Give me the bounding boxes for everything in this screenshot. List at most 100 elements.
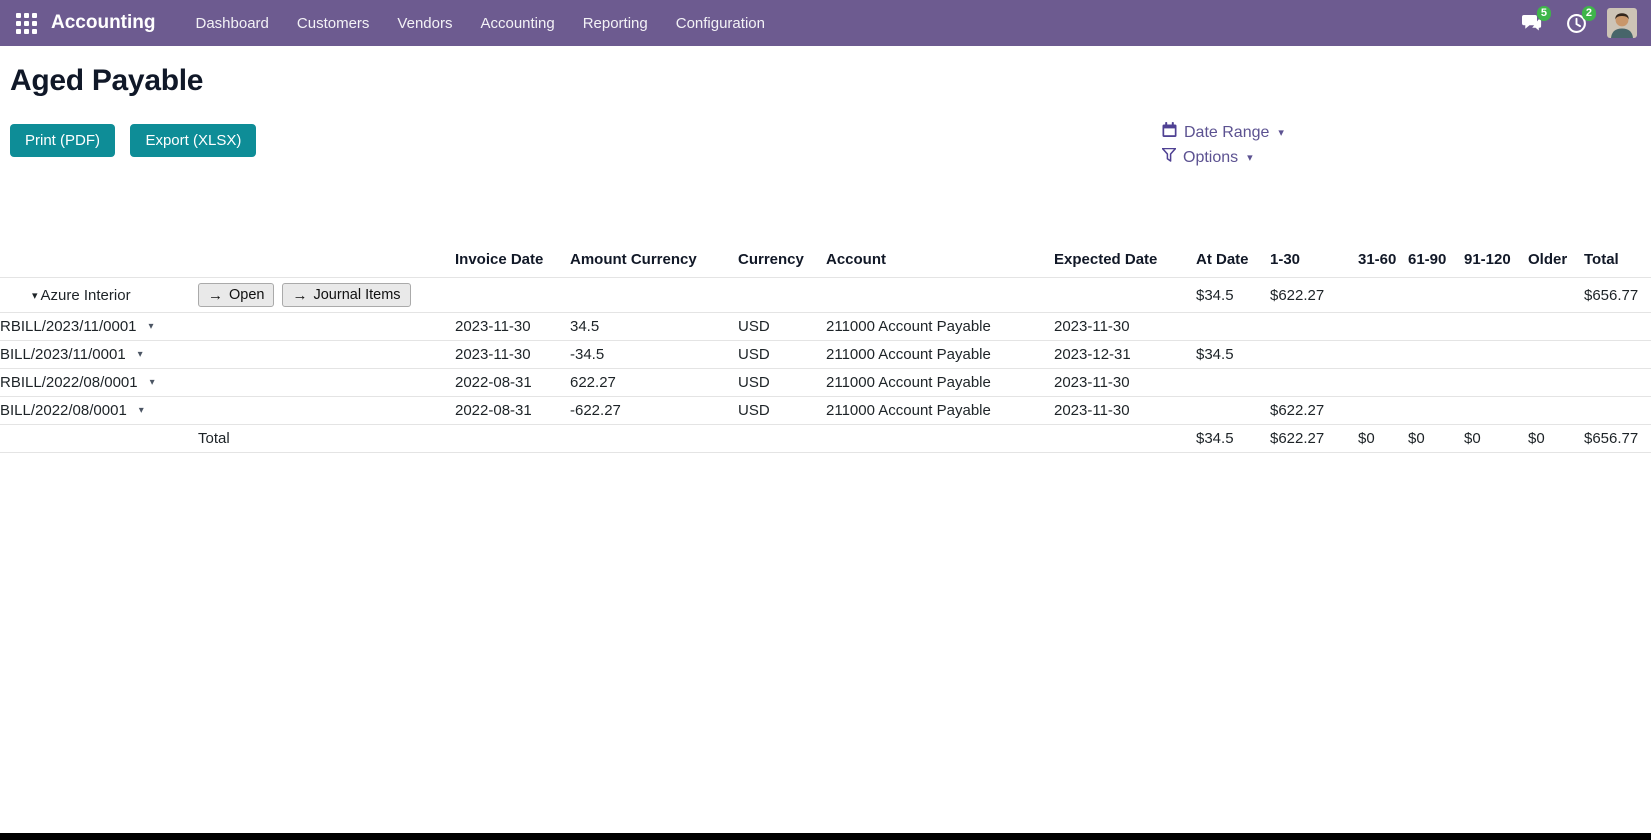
group-total: $656.77	[1584, 286, 1639, 304]
cell-1-30	[1270, 313, 1358, 341]
cell-total	[1584, 369, 1651, 397]
messages-icon[interactable]: 5	[1521, 6, 1551, 33]
print-pdf-button[interactable]: Print (PDF)	[10, 124, 115, 157]
actions-row: Print (PDF) Export (XLSX) Date Range ▾ O…	[10, 122, 1651, 196]
open-button[interactable]: → Open	[198, 283, 275, 307]
cell-at-date	[1196, 369, 1270, 397]
cell-account: 211000 Account Payable	[826, 346, 991, 363]
cell-91-120	[1464, 369, 1528, 397]
cell-currency: USD	[738, 318, 770, 335]
col-header-currency: Currency	[738, 251, 804, 268]
export-xlsx-button[interactable]: Export (XLSX)	[130, 124, 257, 157]
cell-currency: USD	[738, 402, 770, 419]
activities-clock-icon[interactable]: 2	[1566, 5, 1596, 34]
cell-61-90	[1408, 397, 1464, 425]
total-61-90: $0	[1408, 430, 1425, 447]
col-header-account: Account	[826, 251, 886, 268]
line-ref: RBILL/2022/08/0001	[0, 374, 138, 391]
total-older: $0	[1528, 430, 1545, 447]
journal-items-button[interactable]: → Journal Items	[282, 283, 411, 307]
col-header-31-60: 31-60	[1358, 251, 1397, 268]
cell-91-120	[1464, 313, 1528, 341]
cell-total	[1584, 313, 1651, 341]
cell-older	[1528, 369, 1584, 397]
col-header-invoice-date: Invoice Date	[455, 251, 544, 268]
col-header-91-120: 91-120	[1464, 251, 1511, 268]
cell-invoice-date: 2023-11-30	[455, 318, 531, 335]
line-dropdown-caret[interactable]: ▾	[148, 321, 154, 332]
line-ref: BILL/2023/11/0001	[0, 346, 126, 363]
top-navbar: Accounting Dashboard Customers Vendors A…	[0, 0, 1651, 46]
nav-item-customers[interactable]: Customers	[296, 14, 370, 32]
messages-badge: 5	[1536, 6, 1551, 21]
col-header-amount-currency: Amount Currency	[570, 251, 697, 268]
bottom-edge-bar	[0, 833, 1651, 840]
cell-account: 211000 Account Payable	[826, 374, 991, 391]
col-header-ref	[0, 246, 455, 278]
cell-invoice-date: 2023-11-30	[455, 346, 531, 363]
nav-item-configuration[interactable]: Configuration	[675, 14, 765, 32]
table-row: RBILL/2023/11/0001 ▾ 2023-11-30 34.5 USD …	[0, 312, 1651, 341]
col-header-total: Total	[1584, 251, 1619, 268]
table-row: BILL/2022/08/0001 ▾ 2022-08-31 -622.27 US…	[0, 396, 1651, 425]
cell-1-30: $622.27	[1270, 402, 1325, 419]
aged-payable-table: Invoice Date Amount Currency Currency Ac…	[0, 246, 1651, 453]
options-dropdown[interactable]: Options ▾	[1161, 147, 1284, 167]
line-ref: BILL/2022/08/0001	[0, 402, 127, 419]
table-row: BILL/2023/11/0001 ▾ 2023-11-30 -34.5 USD …	[0, 340, 1651, 369]
cell-1-30	[1270, 369, 1358, 397]
cell-1-30	[1270, 341, 1358, 369]
cell-at-date: $34.5	[1196, 346, 1234, 363]
filter-funnel-icon	[1161, 147, 1177, 167]
col-header-1-30: 1-30	[1270, 251, 1301, 268]
group-row: ▾ Azure Interior → Open → Journal Items	[0, 277, 1651, 313]
cell-older	[1528, 341, 1584, 369]
apps-grid-icon[interactable]	[16, 12, 37, 34]
nav-item-dashboard[interactable]: Dashboard	[195, 14, 269, 32]
nav-item-reporting[interactable]: Reporting	[582, 14, 648, 32]
cell-expected-date: 2023-11-30	[1054, 402, 1130, 419]
cell-invoice-date: 2022-08-31	[455, 374, 532, 391]
line-dropdown-caret[interactable]: ▾	[138, 405, 144, 416]
group-fold-toggle[interactable]: ▾ Azure Interior	[0, 287, 198, 304]
options-label: Options	[1183, 148, 1239, 166]
total-row: Total $34.5 $622.27 $0 $0 $0 $0 $656.77	[0, 424, 1651, 453]
cell-amount-currency: 622.27	[570, 374, 616, 391]
cell-account: 211000 Account Payable	[826, 402, 991, 419]
table-header: Invoice Date Amount Currency Currency Ac…	[0, 246, 1651, 278]
cell-61-90	[1408, 341, 1464, 369]
cell-at-date	[1196, 313, 1270, 341]
col-header-expected-date: Expected Date	[1054, 251, 1158, 268]
col-header-older: Older	[1528, 251, 1568, 268]
cell-31-60	[1358, 341, 1408, 369]
total-total: $656.77	[1584, 430, 1639, 447]
group-name: Azure Interior	[40, 286, 131, 304]
cell-61-90	[1408, 369, 1464, 397]
cell-91-120	[1464, 397, 1528, 425]
cell-expected-date: 2023-11-30	[1054, 318, 1130, 335]
cell-currency: USD	[738, 346, 770, 363]
open-button-label: Open	[229, 287, 265, 303]
line-ref: RBILL/2023/11/0001	[0, 318, 137, 335]
total-1-30: $622.27	[1270, 430, 1325, 447]
cell-expected-date: 2023-12-31	[1054, 346, 1131, 363]
nav-item-accounting[interactable]: Accounting	[480, 14, 555, 32]
arrow-right-icon: →	[292, 286, 308, 304]
cell-at-date	[1196, 397, 1270, 425]
col-header-at-date: At Date	[1196, 251, 1249, 268]
cell-61-90	[1408, 313, 1464, 341]
cell-91-120	[1464, 341, 1528, 369]
total-31-60: $0	[1358, 430, 1375, 447]
cell-older	[1528, 397, 1584, 425]
nav-item-vendors[interactable]: Vendors	[397, 14, 453, 32]
total-at-date: $34.5	[1196, 430, 1234, 447]
cell-currency: USD	[738, 374, 770, 391]
line-dropdown-caret[interactable]: ▾	[137, 349, 143, 360]
cell-total	[1584, 341, 1651, 369]
main-content: Aged Payable Print (PDF) Export (XLSX) D…	[0, 64, 1651, 453]
date-range-dropdown[interactable]: Date Range ▾	[1162, 122, 1284, 143]
line-dropdown-caret[interactable]: ▾	[149, 377, 155, 388]
avatar[interactable]	[1607, 8, 1637, 38]
date-range-label: Date Range	[1184, 123, 1270, 141]
app-name[interactable]: Accounting	[51, 12, 156, 33]
